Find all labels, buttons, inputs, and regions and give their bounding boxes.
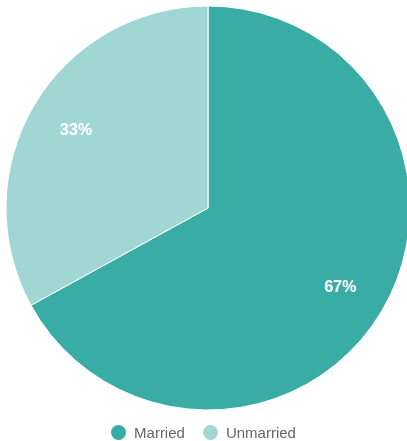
html-text:Unmarried: Unmarried: [225, 423, 296, 441]
svg-text:33%: 33%: [60, 121, 92, 138]
html-text:Married: Married: [134, 423, 185, 441]
svg-text:67%: 67%: [324, 278, 356, 295]
